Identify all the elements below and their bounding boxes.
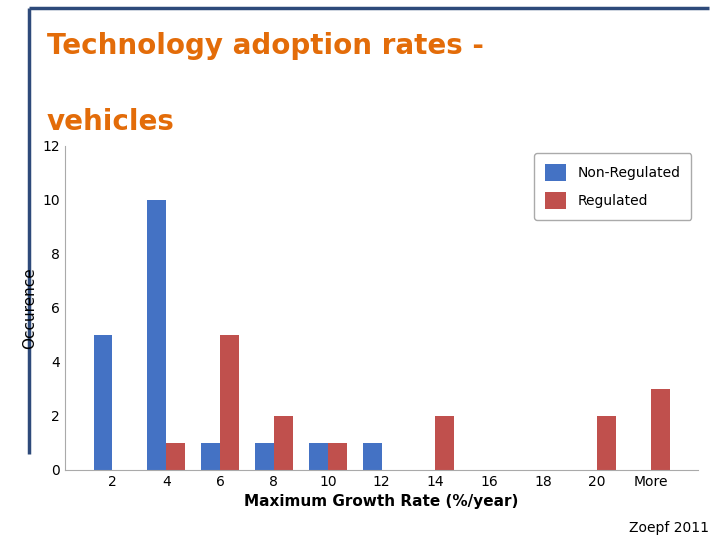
- Bar: [220, 335, 239, 470]
- Bar: [255, 443, 274, 470]
- Legend: Non-Regulated, Regulated: Non-Regulated, Regulated: [534, 153, 691, 220]
- Bar: [436, 416, 454, 470]
- Bar: [328, 443, 346, 470]
- Text: vehicles: vehicles: [47, 108, 175, 136]
- Text: Zoepf 2011: Zoepf 2011: [629, 521, 709, 535]
- Bar: [597, 416, 616, 470]
- Bar: [274, 416, 293, 470]
- Bar: [166, 443, 185, 470]
- Bar: [94, 335, 112, 470]
- X-axis label: Maximum Growth Rate (%/year): Maximum Growth Rate (%/year): [244, 494, 519, 509]
- Bar: [363, 443, 382, 470]
- Bar: [202, 443, 220, 470]
- Y-axis label: Occurence: Occurence: [22, 267, 37, 349]
- Text: Technology adoption rates -: Technology adoption rates -: [47, 32, 484, 60]
- Bar: [651, 389, 670, 470]
- Bar: [309, 443, 328, 470]
- Bar: [148, 200, 166, 470]
